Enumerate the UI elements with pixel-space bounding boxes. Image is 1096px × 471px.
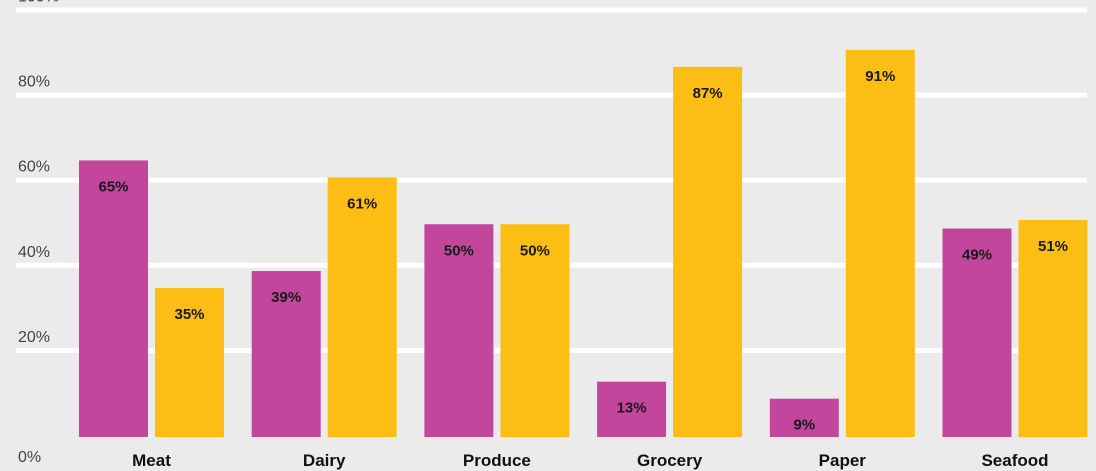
bars xyxy=(79,49,1088,438)
data-label: 35% xyxy=(174,306,204,323)
y-tick-label: 20% xyxy=(18,329,50,346)
x-axis-categories: Meat Dairy Produce Grocery Paper Seafood xyxy=(132,451,1048,470)
category-label: Paper xyxy=(819,451,867,470)
data-label: 49% xyxy=(962,247,992,264)
bar-produce-2 xyxy=(500,224,570,437)
data-label: 87% xyxy=(693,85,723,102)
bar-dairy-1 xyxy=(251,271,321,437)
bar-dairy-2 xyxy=(327,177,397,437)
category-label: Grocery xyxy=(637,451,703,470)
bar-produce-1 xyxy=(424,224,494,437)
category-label: Dairy xyxy=(303,451,346,470)
data-label: 61% xyxy=(347,195,377,212)
data-label: 9% xyxy=(793,417,815,434)
bar-grocery-2 xyxy=(673,66,743,437)
y-tick-label: 60% xyxy=(18,159,50,176)
y-tick-label: 100% xyxy=(18,0,59,6)
gridline xyxy=(16,177,1087,183)
bar-paper-1 xyxy=(769,398,839,437)
bar-seafood-1 xyxy=(942,228,1012,437)
category-label: Produce xyxy=(463,451,531,470)
data-label: 13% xyxy=(617,400,647,417)
bar-grocery-1 xyxy=(597,381,667,437)
gridline xyxy=(16,7,1087,13)
data-label: 65% xyxy=(98,178,128,195)
y-axis-ticks: 0% 20% 40% 60% 80% 100% xyxy=(18,0,59,466)
data-label: 51% xyxy=(1038,238,1068,255)
y-tick-label: 40% xyxy=(18,244,50,261)
y-tick-label: 80% xyxy=(18,74,50,91)
y-tick-label: 0% xyxy=(18,449,41,466)
bar-seafood-2 xyxy=(1018,219,1088,437)
data-label: 91% xyxy=(865,68,895,85)
bar-meat-2 xyxy=(155,288,224,437)
bar-meat-1 xyxy=(79,160,148,438)
gridline xyxy=(16,92,1087,98)
category-label: Seafood xyxy=(981,451,1048,470)
bar-paper-2 xyxy=(845,49,915,438)
data-label: 50% xyxy=(520,242,550,259)
data-labels: 65% 35% 39% 61% 50% 50% 13% 87% 9% 91% 49% 51% xyxy=(98,68,1068,434)
data-label: 50% xyxy=(444,242,474,259)
category-label: Meat xyxy=(132,451,171,470)
data-label: 39% xyxy=(271,289,301,306)
